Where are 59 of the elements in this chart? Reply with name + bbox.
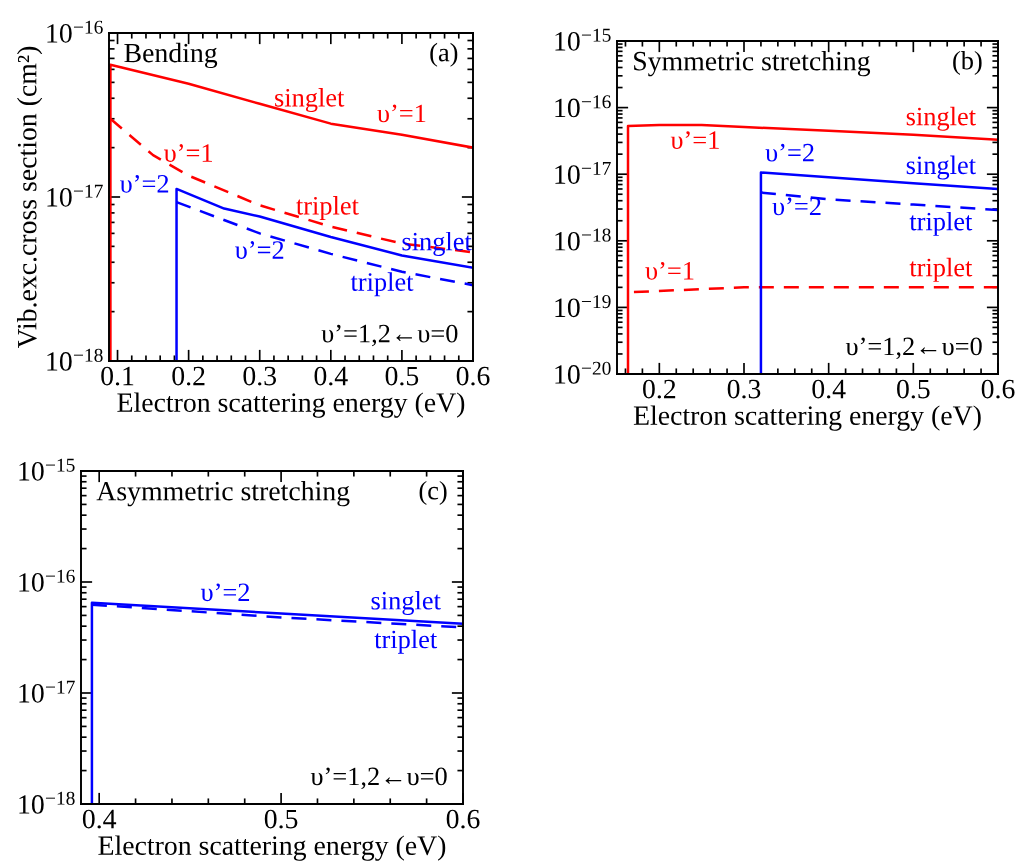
y-tick-label: 10$^{−16}$ <box>555 95 611 118</box>
series-label: triplet <box>374 629 438 654</box>
annotation: υ’=1 <box>377 104 426 123</box>
y-tick-label: 10$^{−17}$ <box>19 680 75 703</box>
x-tick-label: 0.4 <box>812 379 846 399</box>
x-axis-title: Electron scattering energy (eV) <box>117 392 465 418</box>
y-tick-label: 10$^{−18}$ <box>19 791 75 814</box>
series-label: singlet <box>906 155 976 180</box>
x-tick-label: 0.5 <box>385 366 419 386</box>
y-tick-label: 10$^{−20}$ <box>555 361 611 384</box>
y-tick-label: 10$^{−15}$ <box>555 28 611 51</box>
y-tick-label: 10$^{−18}$ <box>47 348 103 371</box>
x-axis-title: Electron scattering energy (eV) <box>633 405 981 431</box>
annotation: υ’=2 <box>200 583 250 602</box>
chart-title: Symmetric stretching <box>634 50 871 77</box>
annotation: υ’=2 <box>765 143 814 162</box>
x-tick-label: 0.3 <box>727 379 761 399</box>
x-tick-label: 0.5 <box>264 809 298 829</box>
annotation: υ’=2 <box>235 241 284 259</box>
line-series <box>175 187 473 361</box>
annotation: (c) <box>419 480 447 505</box>
series-label: singlet <box>906 106 976 131</box>
annotation: (b) <box>953 50 982 75</box>
y-tick-label: 10$^{−15}$ <box>19 458 75 481</box>
x-tick-label: 0.3 <box>243 366 276 386</box>
series-label: triplet <box>909 257 973 282</box>
annotation: υ’=1 <box>645 261 694 280</box>
chart-title: Asymmetric stretching <box>96 480 350 507</box>
x-tick-label: 0.1 <box>101 366 134 386</box>
series-label: triplet <box>909 211 973 236</box>
series-label: triplet <box>350 272 414 297</box>
y-tick-label: 10$^{−17}$ <box>555 161 611 184</box>
x-tick-label: 0.6 <box>981 379 1015 399</box>
y-tick-label: 10$^{−18}$ <box>555 228 611 251</box>
x-axis-title: Electron scattering energy (eV) <box>98 835 446 861</box>
series-label: singlet <box>371 591 441 616</box>
x-tick-label: 0.2 <box>172 366 205 386</box>
y-tick-label: 10$^{−19}$ <box>555 295 611 318</box>
annotation: υ’=2 <box>772 197 821 216</box>
y-tick-label: 10$^{−16}$ <box>47 20 103 43</box>
y-tick-label: 10$^{−17}$ <box>47 184 103 207</box>
annotation: υ’=1 <box>164 144 213 162</box>
x-tick-label: 0.4 <box>314 366 348 386</box>
annotation: υ’=1 <box>670 131 719 150</box>
x-tick-label: 0.4 <box>82 809 117 829</box>
y-tick-label: 10$^{−16}$ <box>19 569 75 592</box>
x-tick-label: 0.2 <box>643 379 676 399</box>
x-tick-label: 0.6 <box>456 366 490 386</box>
x-tick-label: 0.6 <box>446 809 480 829</box>
series-label: singlet <box>275 88 345 113</box>
series-label: triplet <box>296 196 359 221</box>
annotation: υ’=1,2←υ=0 <box>845 337 982 360</box>
annotation: υ’=2 <box>120 174 169 193</box>
x-tick-label: 0.5 <box>897 379 930 399</box>
annotation: (a) <box>430 42 458 67</box>
annotation: υ’=1,2←υ=0 <box>310 767 447 790</box>
y-axis-title: Vib.exc.cross section (cm²) <box>17 46 43 349</box>
chart-title: Bending <box>124 42 218 69</box>
annotation: υ’=1,2←υ=0 <box>321 324 458 347</box>
